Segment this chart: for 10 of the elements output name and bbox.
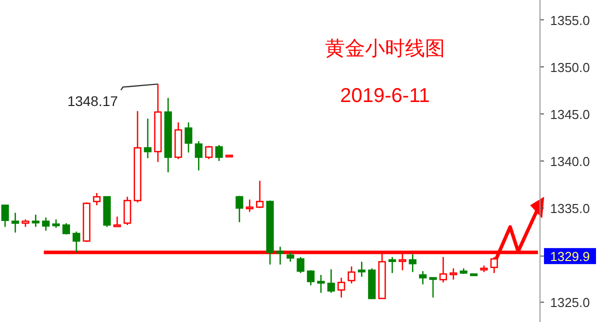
y-tick-label: 1355.0 [550,12,590,28]
y-tick-label: 1325.0 [550,295,590,310]
annotation: 1348.17 [67,93,118,110]
y-tick-label: 1335.0 [550,201,590,216]
y-tick-label: 1329.9 [550,249,590,264]
text: 黄金小时线图 [325,38,445,60]
y-tick-label: 1340.0 [550,154,590,169]
y-tick-label: 1345.0 [550,106,590,122]
text: 2019-6-11 [340,85,430,107]
y-tick-label: 1350.0 [550,60,590,75]
